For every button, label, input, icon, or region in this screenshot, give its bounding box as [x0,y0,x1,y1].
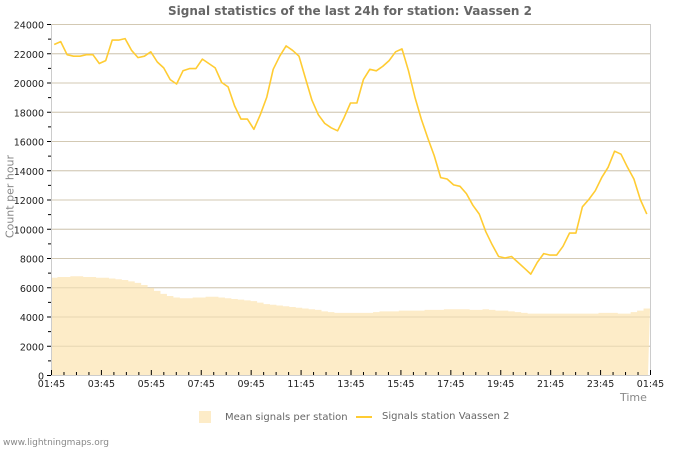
svg-text:21:45: 21:45 [537,379,564,390]
svg-text:6000: 6000 [20,284,44,295]
svg-text:09:45: 09:45 [237,379,264,390]
legend-label-mean: Mean signals per station [225,411,348,423]
svg-text:23:45: 23:45 [587,379,614,390]
svg-text:13:45: 13:45 [337,379,364,390]
y-axis-ticks: 0 2000 4000 6000 8000 10000 12000 14000 16000 180… [14,21,51,383]
line-swatch-icon [356,415,372,418]
svg-text:4000: 4000 [20,313,44,324]
svg-text:17:45: 17:45 [437,379,464,390]
svg-text:01:45: 01:45 [38,379,65,390]
y-axis-label: Count per hour [3,154,17,239]
svg-text:10000: 10000 [14,225,44,236]
legend-label-station: Signals station Vaassen 2 [382,411,510,422]
x-axis-ticks: 01:45 03:45 05:45 07:45 09:45 11:45 13:45 15:45… [38,370,664,390]
area-swatch-icon [199,411,211,423]
svg-text:2000: 2000 [20,342,44,353]
svg-text:14000: 14000 [14,167,44,178]
svg-text:8000: 8000 [20,255,44,266]
svg-text:0: 0 [38,372,44,383]
svg-text:07:45: 07:45 [188,379,215,390]
legend-item-station[interactable]: Signals station Vaassen 2 [356,411,509,422]
svg-text:01:45: 01:45 [637,379,664,390]
x-axis-label: Time [620,391,647,404]
mean-signals-area [51,276,650,375]
svg-text:19:45: 19:45 [487,379,514,390]
axes [51,24,651,376]
svg-text:03:45: 03:45 [88,379,115,390]
svg-text:05:45: 05:45 [138,379,165,390]
signals-line [53,37,648,275]
svg-text:15:45: 15:45 [387,379,414,390]
svg-text:20000: 20000 [14,79,44,90]
grid-lines-over-area [51,24,650,347]
footer-credit: www.lightningmaps.org [3,438,109,448]
svg-text:12000: 12000 [14,196,44,207]
svg-text:22000: 22000 [14,50,44,61]
chart-title: Signal statistics of the last 24h for st… [168,4,532,18]
svg-text:16000: 16000 [14,138,44,149]
svg-text:24000: 24000 [14,21,44,32]
svg-text:11:45: 11:45 [287,379,314,390]
svg-text:18000: 18000 [14,108,44,119]
legend-item-mean[interactable]: Mean signals per station [199,411,348,423]
